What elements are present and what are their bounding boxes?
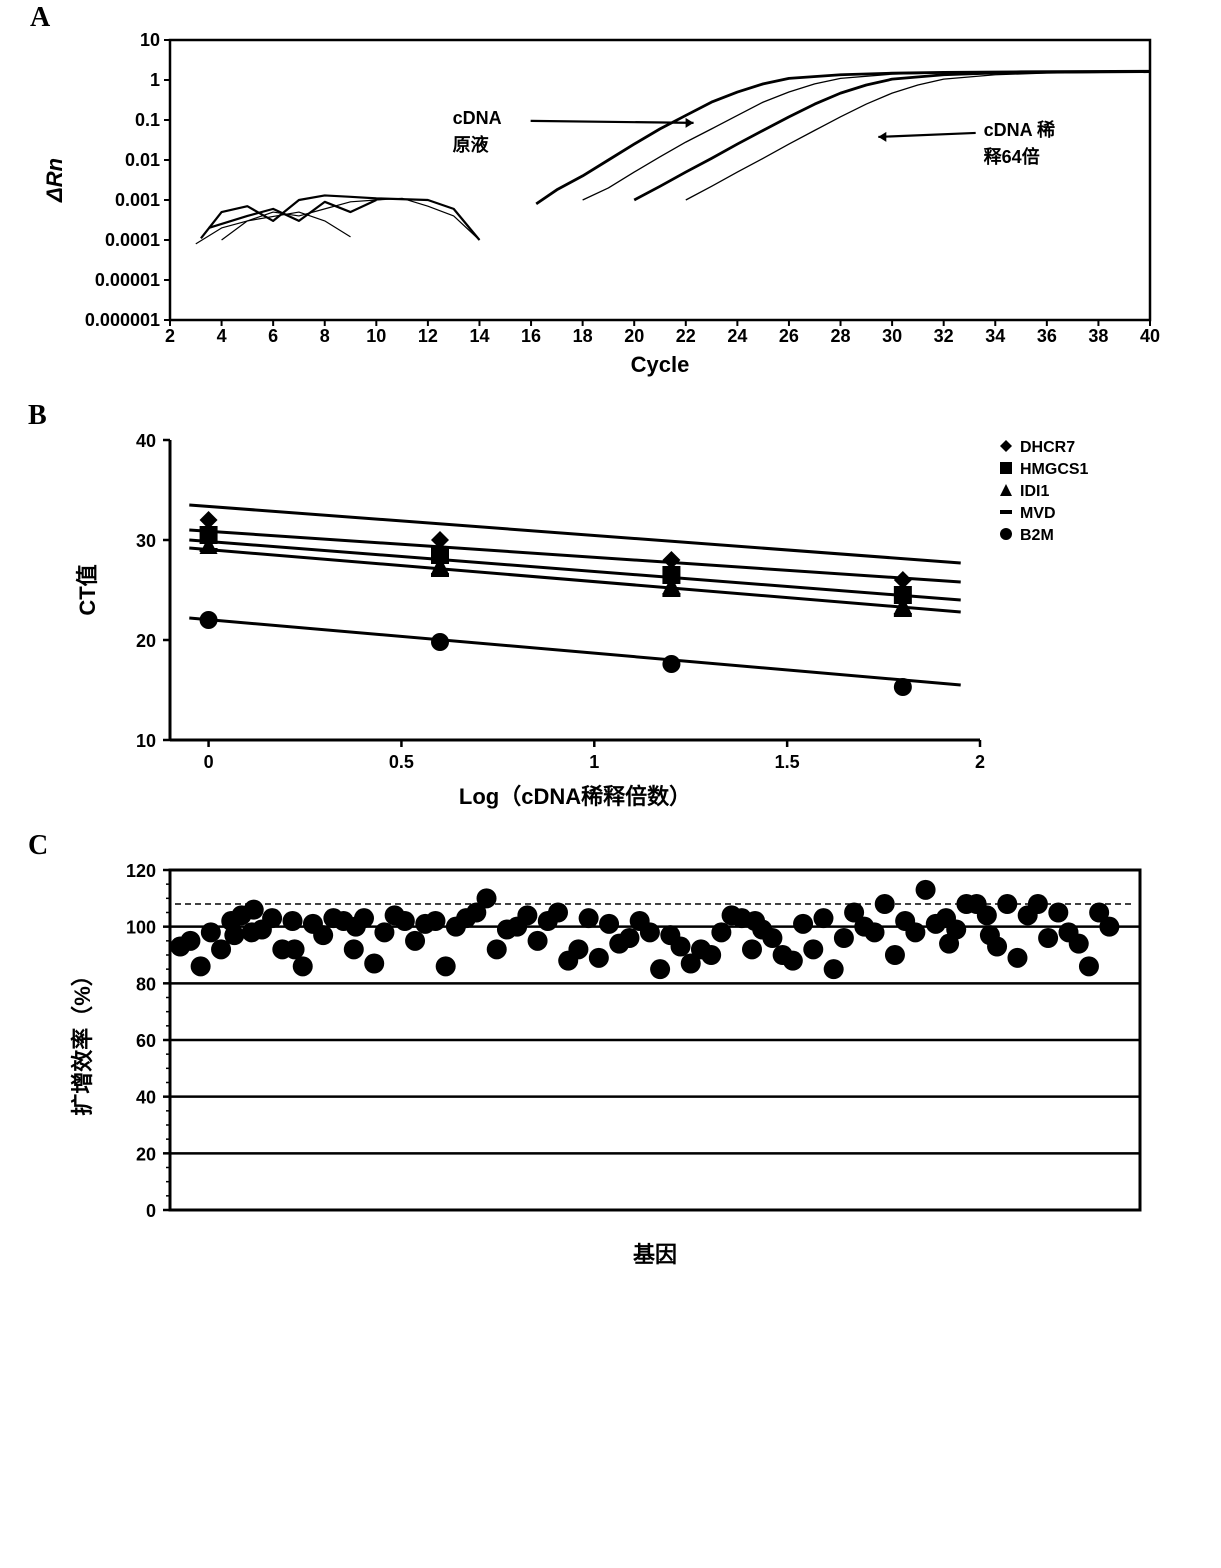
svg-text:28: 28 <box>831 326 851 346</box>
panel-a: A 0.0000010.000010.00010.0010.010.111024… <box>40 20 1181 380</box>
svg-text:60: 60 <box>136 1031 156 1051</box>
svg-text:0: 0 <box>146 1201 156 1221</box>
svg-text:基因: 基因 <box>633 1242 677 1267</box>
svg-text:cDNA 稀: cDNA 稀 <box>984 119 1055 140</box>
svg-text:1.5: 1.5 <box>775 752 800 772</box>
svg-text:0.001: 0.001 <box>115 190 160 210</box>
svg-text:CT值: CT值 <box>75 564 100 615</box>
svg-text:34: 34 <box>985 326 1005 346</box>
svg-text:8: 8 <box>320 326 330 346</box>
svg-text:10: 10 <box>140 30 160 50</box>
svg-text:6: 6 <box>268 326 278 346</box>
svg-text:原液: 原液 <box>453 134 490 155</box>
svg-text:B2M: B2M <box>1020 527 1054 544</box>
svg-text:ΔRn: ΔRn <box>42 158 67 203</box>
svg-text:22: 22 <box>676 326 696 346</box>
svg-text:10: 10 <box>136 731 156 751</box>
svg-text:0: 0 <box>204 752 214 772</box>
svg-text:40: 40 <box>1140 326 1160 346</box>
svg-text:24: 24 <box>727 326 747 346</box>
svg-text:100: 100 <box>126 918 156 938</box>
svg-text:18: 18 <box>573 326 593 346</box>
svg-text:Cycle: Cycle <box>631 352 690 377</box>
svg-text:40: 40 <box>136 431 156 451</box>
svg-text:2: 2 <box>975 752 985 772</box>
svg-text:30: 30 <box>882 326 902 346</box>
svg-text:0.00001: 0.00001 <box>95 270 160 290</box>
svg-text:cDNA: cDNA <box>453 108 502 128</box>
svg-text:2: 2 <box>165 326 175 346</box>
svg-text:0.0001: 0.0001 <box>105 230 160 250</box>
chart-c-svg: 0 20 40 60 80 100 120 基因 扩增效率（%） <box>40 840 1170 1270</box>
svg-text:120: 120 <box>126 861 156 881</box>
panel-b: B 1020304000.511.52Log（cDNA稀释倍数）CT值DHCR7… <box>40 410 1181 810</box>
panel-c-label: C <box>28 830 48 862</box>
svg-text:MVD: MVD <box>1020 505 1056 522</box>
svg-text:1: 1 <box>150 70 160 90</box>
svg-text:Log（cDNA稀释倍数）: Log（cDNA稀释倍数） <box>459 784 691 809</box>
svg-text:0.01: 0.01 <box>125 150 160 170</box>
svg-text:26: 26 <box>779 326 799 346</box>
svg-text:1: 1 <box>589 752 599 772</box>
svg-text:14: 14 <box>469 326 489 346</box>
svg-text:0.5: 0.5 <box>389 752 414 772</box>
svg-text:10: 10 <box>366 326 386 346</box>
chart-b-svg: 10 20 30 40 0 0.5 1 1.5 2 Log（cDNA稀释倍数） CT值 DHCR7 HM… <box>40 410 1170 810</box>
svg-text:IDI1: IDI1 <box>1020 483 1049 500</box>
svg-text:16: 16 <box>521 326 541 346</box>
svg-text:20: 20 <box>624 326 644 346</box>
panel-a-label: A <box>30 2 50 34</box>
svg-text:DHCR7: DHCR7 <box>1020 439 1075 456</box>
panel-c: C 020406080100120基因扩增效率（%） <box>40 840 1181 1270</box>
svg-text:40: 40 <box>136 1088 156 1108</box>
svg-text:扩增效率（%）: 扩增效率（%） <box>70 964 95 1116</box>
svg-text:释64倍: 释64倍 <box>984 146 1040 167</box>
chart-a-svg: 0.0000010.000010.00010.0010.010.11102468… <box>40 20 1170 380</box>
svg-text:32: 32 <box>934 326 954 346</box>
svg-text:12: 12 <box>418 326 438 346</box>
svg-text:80: 80 <box>136 974 156 994</box>
panel-b-label: B <box>28 400 47 432</box>
svg-text:30: 30 <box>136 531 156 551</box>
svg-text:0.1: 0.1 <box>135 110 160 130</box>
svg-text:4: 4 <box>217 326 227 346</box>
svg-text:HMGCS1: HMGCS1 <box>1020 461 1089 478</box>
svg-text:20: 20 <box>136 631 156 651</box>
svg-text:0.000001: 0.000001 <box>85 310 160 330</box>
svg-text:38: 38 <box>1088 326 1108 346</box>
svg-text:36: 36 <box>1037 326 1057 346</box>
svg-text:20: 20 <box>136 1144 156 1164</box>
